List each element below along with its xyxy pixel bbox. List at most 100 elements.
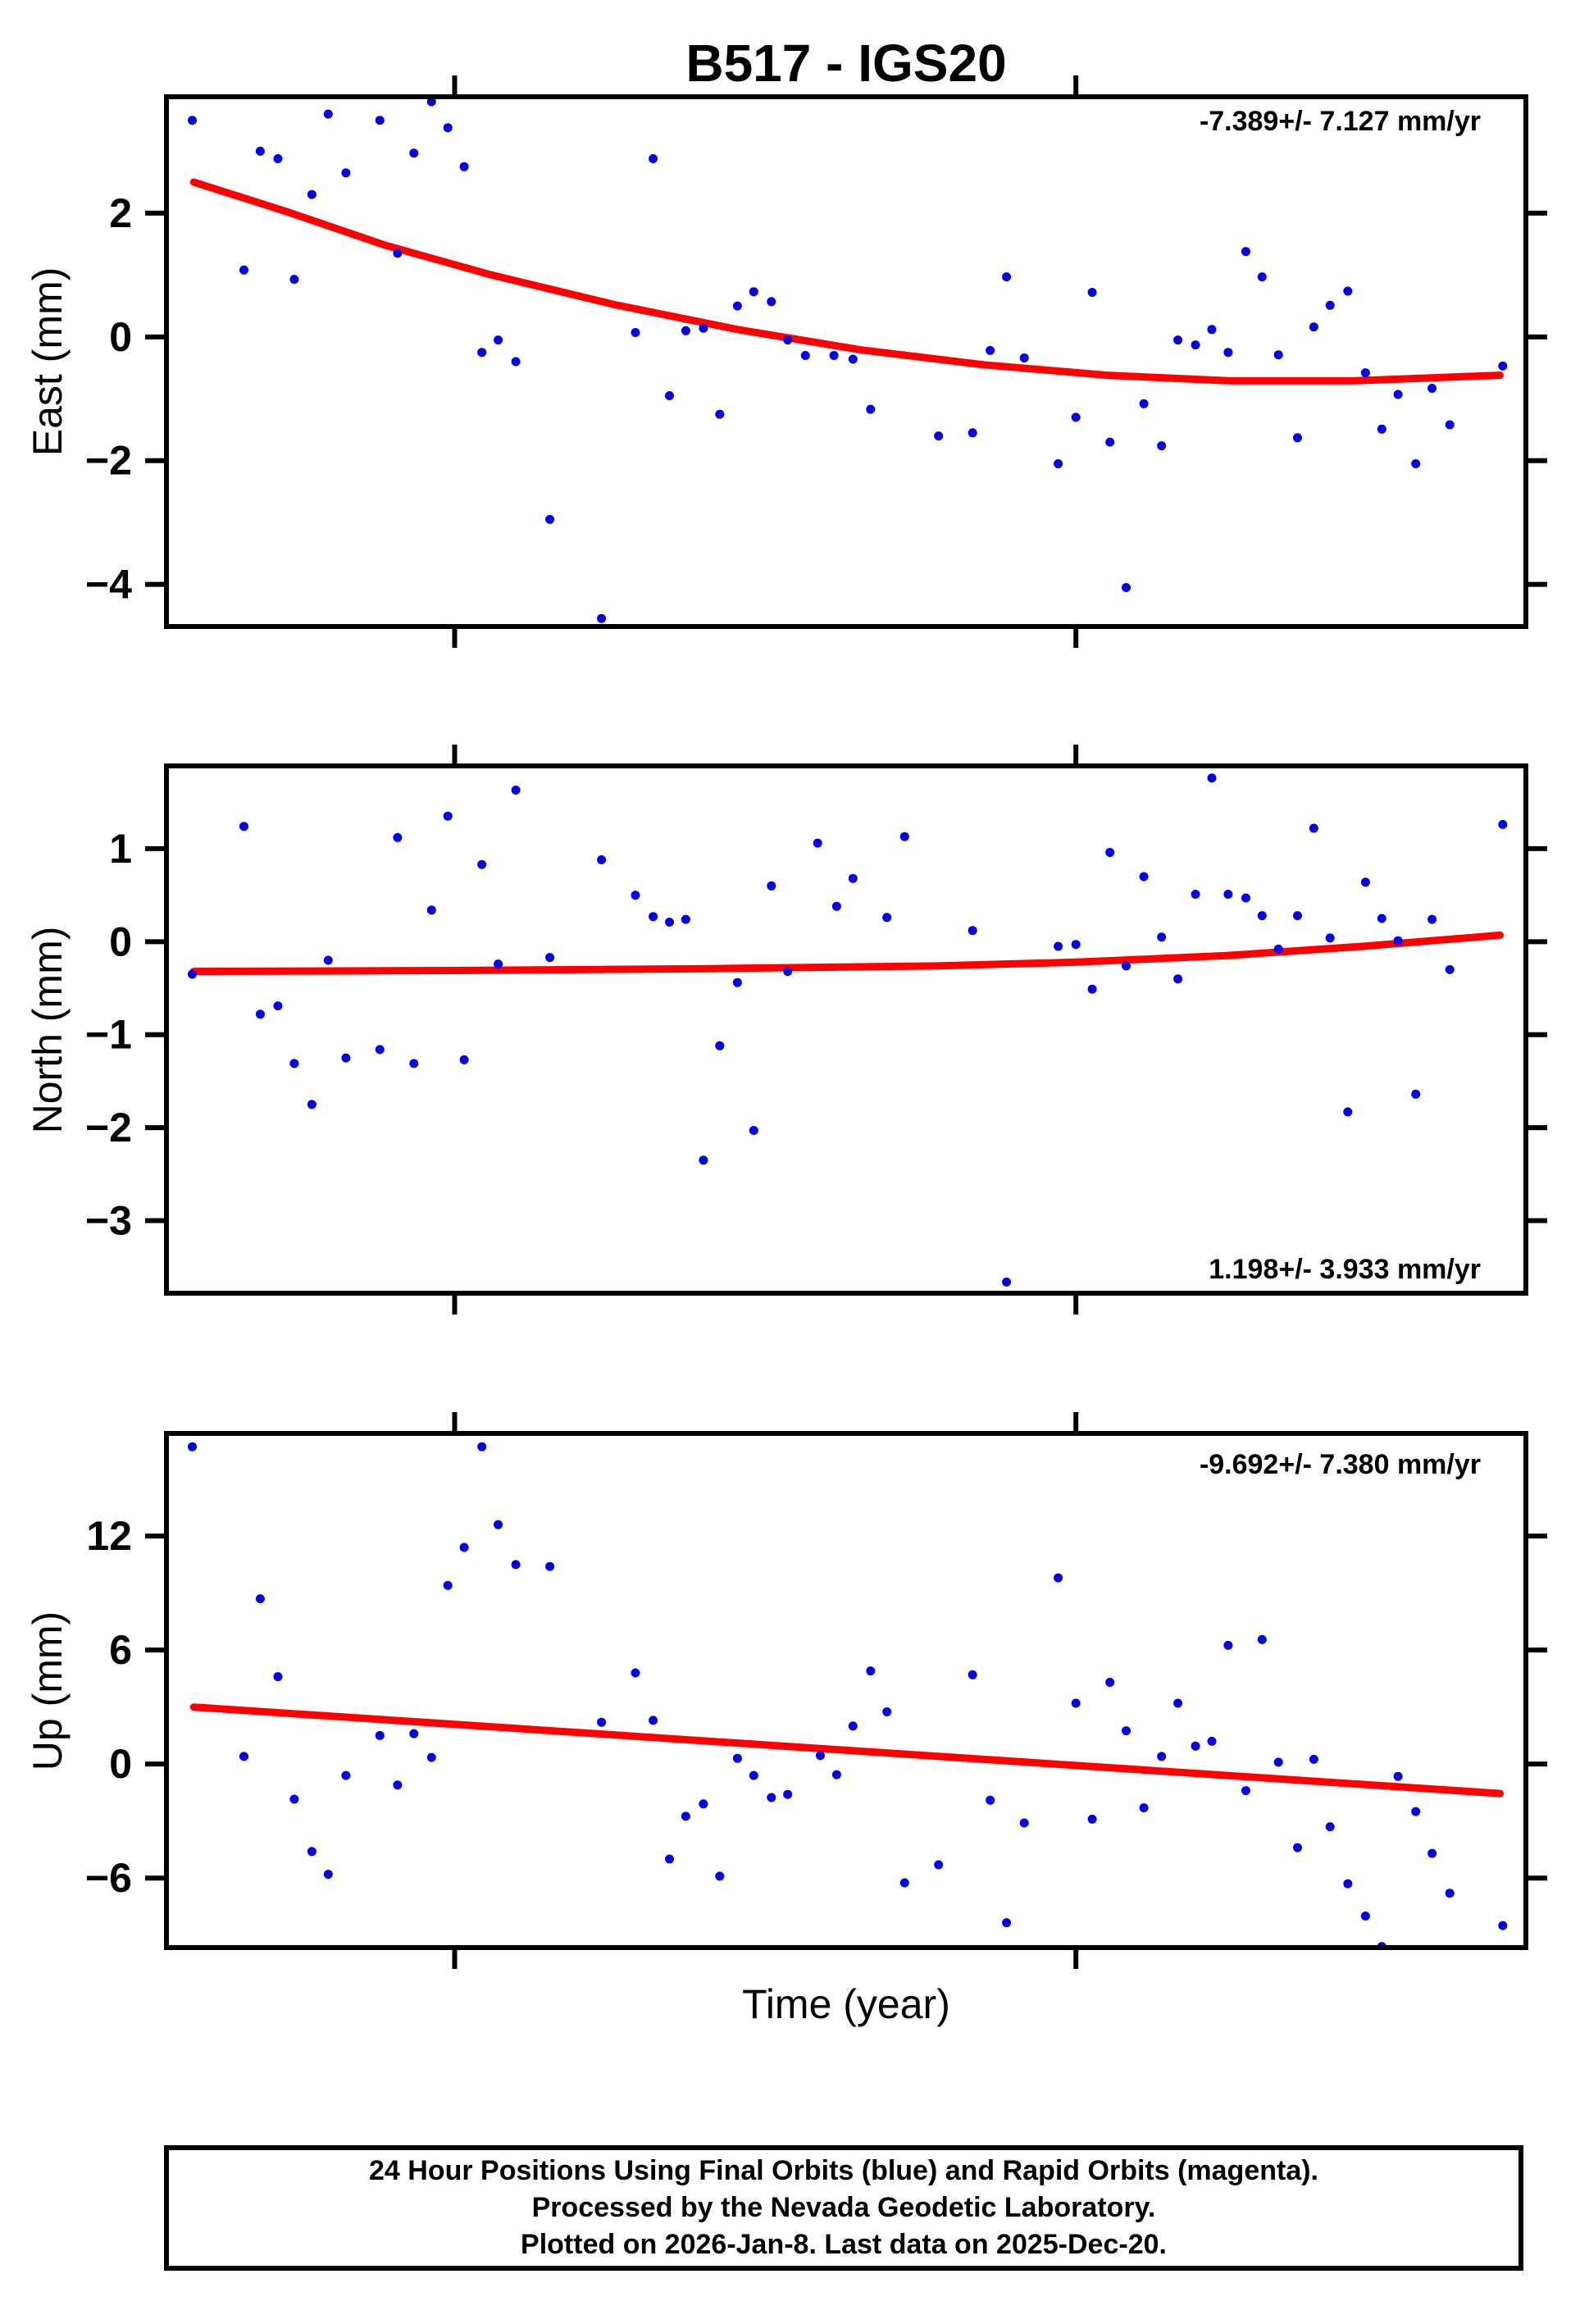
data-point <box>1122 1726 1131 1736</box>
data-point <box>715 1871 725 1881</box>
data-point <box>393 248 403 258</box>
footer-note-box: 24 Hour Positions Using Final Orbits (bl… <box>164 2145 1523 2271</box>
data-point <box>1377 424 1386 434</box>
data-point <box>829 351 839 360</box>
data-point <box>767 881 776 891</box>
data-point <box>1157 1752 1167 1761</box>
data-point <box>323 1870 333 1880</box>
data-point <box>1122 583 1131 592</box>
data-point <box>1002 1277 1012 1287</box>
y-tick-label: 1 <box>109 826 132 872</box>
data-point <box>1105 848 1115 857</box>
data-point <box>1445 420 1455 430</box>
data-point <box>848 1721 858 1731</box>
data-point <box>1019 1818 1029 1828</box>
data-point <box>813 838 822 848</box>
data-point <box>409 1059 419 1069</box>
data-point <box>341 1053 351 1063</box>
data-point <box>307 189 316 199</box>
data-point <box>631 891 640 900</box>
data-point <box>409 148 419 158</box>
data-point <box>409 1729 419 1738</box>
y-tick-label: 12 <box>86 1513 132 1559</box>
data-point <box>1393 390 1403 399</box>
y-tick-label: −2 <box>85 1105 132 1151</box>
data-point <box>1241 247 1250 257</box>
panel-frame <box>164 1431 1528 1950</box>
data-point <box>800 351 810 360</box>
data-point <box>1411 1089 1421 1099</box>
data-point <box>1105 437 1115 447</box>
data-point <box>1445 1889 1455 1898</box>
y-tick-label: 0 <box>109 918 132 964</box>
data-point <box>848 873 858 883</box>
data-point <box>1054 1573 1063 1583</box>
data-point <box>1343 286 1353 296</box>
data-point <box>1445 964 1455 974</box>
trend-line <box>189 1703 1504 1798</box>
data-point <box>1087 288 1097 297</box>
data-point <box>1173 1698 1183 1708</box>
data-point <box>783 1789 793 1799</box>
data-point <box>866 404 876 414</box>
data-point <box>289 275 299 285</box>
data-point <box>239 265 248 275</box>
data-point <box>323 109 333 119</box>
data-point <box>1241 1786 1250 1796</box>
data-point <box>767 297 776 307</box>
data-point <box>1071 940 1081 950</box>
data-point <box>1105 1678 1115 1687</box>
data-point <box>1019 353 1029 362</box>
data-point <box>1498 819 1508 829</box>
data-point <box>749 287 758 297</box>
data-point <box>715 409 725 419</box>
data-point <box>307 1100 316 1110</box>
data-point <box>934 431 944 441</box>
trend-line <box>189 931 1504 976</box>
y-tick-label: −2 <box>85 438 132 484</box>
data-point <box>1002 1918 1012 1928</box>
data-point <box>1325 933 1335 943</box>
data-point <box>783 335 793 345</box>
data-point <box>341 1770 351 1780</box>
data-point <box>188 1442 197 1451</box>
data-point <box>1377 914 1386 923</box>
data-point <box>1411 1807 1421 1816</box>
data-point <box>426 97 436 107</box>
data-point <box>986 1795 995 1805</box>
data-point <box>649 1716 658 1725</box>
data-point <box>732 977 742 987</box>
data-point <box>273 1001 283 1011</box>
data-point <box>239 822 248 832</box>
data-point <box>393 832 403 842</box>
data-point <box>443 1580 453 1590</box>
data-point <box>681 326 690 335</box>
data-point <box>665 391 674 400</box>
data-point <box>665 1854 674 1864</box>
data-point <box>1293 1843 1302 1852</box>
up-axis-label: Up (mm) <box>25 1611 71 1771</box>
data-point <box>968 926 977 936</box>
data-point <box>597 613 607 623</box>
data-point <box>375 1045 385 1055</box>
y-tick-label: 0 <box>109 314 132 360</box>
data-point <box>375 116 385 125</box>
data-point <box>1257 272 1267 282</box>
data-point <box>968 1670 977 1679</box>
data-point <box>307 1847 316 1857</box>
trend-line <box>189 178 1504 385</box>
data-point <box>1427 1848 1437 1858</box>
data-point <box>597 1717 607 1727</box>
data-point <box>699 1155 708 1165</box>
data-point <box>1087 1814 1097 1824</box>
data-point <box>494 959 503 969</box>
data-point <box>1325 300 1335 310</box>
data-point <box>1087 984 1097 994</box>
footer-line-2: Processed by the Nevada Geodetic Laborat… <box>531 2192 1156 2223</box>
data-point <box>494 1520 503 1529</box>
data-point <box>1257 1634 1267 1644</box>
data-point <box>631 328 640 337</box>
data-point <box>477 348 487 358</box>
data-point <box>255 1594 265 1604</box>
